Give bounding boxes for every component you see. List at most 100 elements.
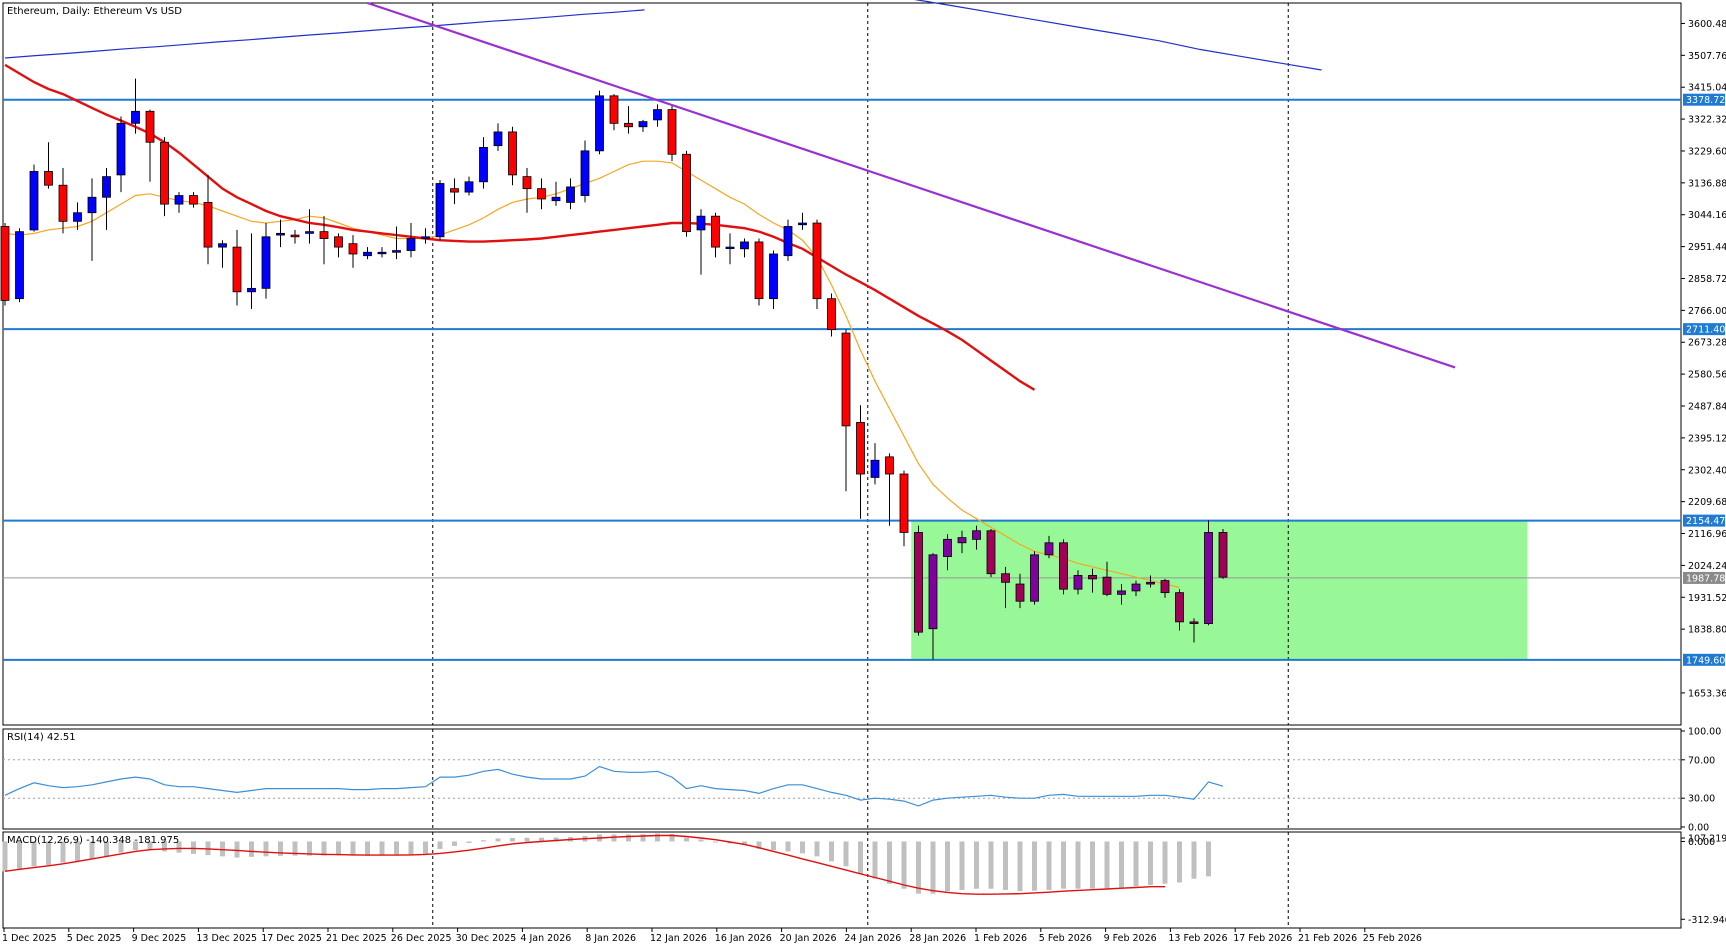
candle[interactable] <box>73 202 82 230</box>
candle-body <box>1160 580 1170 594</box>
candle[interactable] <box>1160 578 1170 598</box>
candle[interactable] <box>580 140 590 203</box>
candle-body <box>696 215 706 231</box>
candle[interactable] <box>537 178 546 210</box>
candle[interactable] <box>290 229 300 244</box>
candle[interactable] <box>218 240 227 268</box>
candle[interactable] <box>261 223 271 299</box>
candle[interactable] <box>29 164 39 232</box>
candle[interactable] <box>1044 535 1054 559</box>
candle[interactable] <box>595 90 604 155</box>
candle[interactable] <box>247 233 256 309</box>
candle[interactable] <box>609 94 619 131</box>
candle-body <box>1044 542 1054 556</box>
candle[interactable] <box>348 235 358 268</box>
candle[interactable] <box>464 176 474 196</box>
candle[interactable] <box>232 229 242 306</box>
candle[interactable] <box>667 106 677 162</box>
candle[interactable] <box>914 525 923 636</box>
candle[interactable] <box>885 453 894 526</box>
candle[interactable] <box>145 109 155 182</box>
candle[interactable] <box>1117 584 1126 605</box>
candle[interactable] <box>1204 520 1213 626</box>
candle[interactable] <box>363 247 372 260</box>
candle[interactable] <box>421 228 430 244</box>
rsi-pane[interactable] <box>2 728 1682 830</box>
candle[interactable] <box>1001 566 1010 609</box>
candle[interactable] <box>928 553 938 660</box>
candle[interactable] <box>87 178 97 261</box>
candle[interactable] <box>566 178 575 210</box>
candle[interactable] <box>174 192 184 213</box>
candle[interactable] <box>1146 575 1155 588</box>
trendline-down[interactable] <box>367 1 1456 369</box>
candle[interactable] <box>406 223 416 258</box>
candle[interactable] <box>827 293 836 337</box>
candle[interactable] <box>522 168 532 213</box>
candle[interactable] <box>305 209 314 244</box>
candle[interactable] <box>957 530 967 554</box>
candle[interactable] <box>986 529 996 578</box>
candle[interactable] <box>856 405 865 519</box>
candle[interactable] <box>841 329 851 492</box>
macd-bar <box>887 841 892 884</box>
candle[interactable] <box>783 219 793 261</box>
candle[interactable] <box>334 233 343 258</box>
candle[interactable] <box>740 238 749 258</box>
candle[interactable] <box>1088 568 1097 593</box>
candle[interactable] <box>203 174 213 265</box>
candle[interactable] <box>899 470 909 547</box>
candle[interactable] <box>696 209 706 275</box>
candle[interactable] <box>798 212 807 230</box>
candle[interactable] <box>769 250 778 309</box>
candle[interactable] <box>493 123 503 151</box>
candle[interactable] <box>508 126 517 186</box>
candle[interactable] <box>44 142 53 189</box>
time-tick-label: 4 Jan 2026 <box>520 933 571 944</box>
candle[interactable] <box>1015 573 1025 609</box>
candle[interactable] <box>972 525 981 550</box>
candle[interactable] <box>682 150 691 237</box>
candle[interactable] <box>189 192 198 208</box>
candle[interactable] <box>1189 618 1199 643</box>
candle[interactable] <box>392 226 401 260</box>
candle[interactable] <box>812 219 822 309</box>
candle[interactable] <box>1131 580 1141 597</box>
candle[interactable] <box>551 181 561 206</box>
candle[interactable] <box>276 219 285 248</box>
candle[interactable] <box>131 78 140 134</box>
candle[interactable] <box>1218 529 1228 579</box>
candle[interactable] <box>870 443 880 485</box>
macd-bar <box>872 841 878 879</box>
candle[interactable] <box>1102 561 1112 597</box>
candle[interactable] <box>377 247 387 258</box>
candle[interactable] <box>1059 539 1068 595</box>
candle[interactable] <box>754 238 764 306</box>
candle-body <box>145 110 155 143</box>
candle[interactable] <box>116 116 126 193</box>
macd-pane[interactable] <box>2 831 1682 929</box>
candle[interactable] <box>435 180 445 241</box>
candle[interactable] <box>638 119 648 132</box>
candle[interactable] <box>102 168 111 230</box>
candle[interactable] <box>1175 589 1184 631</box>
macd-bar <box>365 841 370 856</box>
candle[interactable] <box>160 137 169 217</box>
candle[interactable] <box>711 212 720 258</box>
candle[interactable] <box>653 104 662 127</box>
candle[interactable] <box>1073 570 1083 595</box>
candle[interactable] <box>943 534 952 571</box>
candle[interactable] <box>0 223 10 306</box>
time-tick-label: 13 Dec 2025 <box>196 933 257 944</box>
candle[interactable] <box>450 178 459 205</box>
candle[interactable] <box>624 106 633 134</box>
macd-bar <box>423 841 428 855</box>
candle[interactable] <box>58 168 68 234</box>
candle[interactable] <box>319 216 329 265</box>
candle[interactable] <box>479 137 488 189</box>
candle[interactable] <box>1030 551 1039 605</box>
candle[interactable] <box>15 228 24 303</box>
candle[interactable] <box>725 233 735 265</box>
candle-body <box>1073 575 1083 590</box>
